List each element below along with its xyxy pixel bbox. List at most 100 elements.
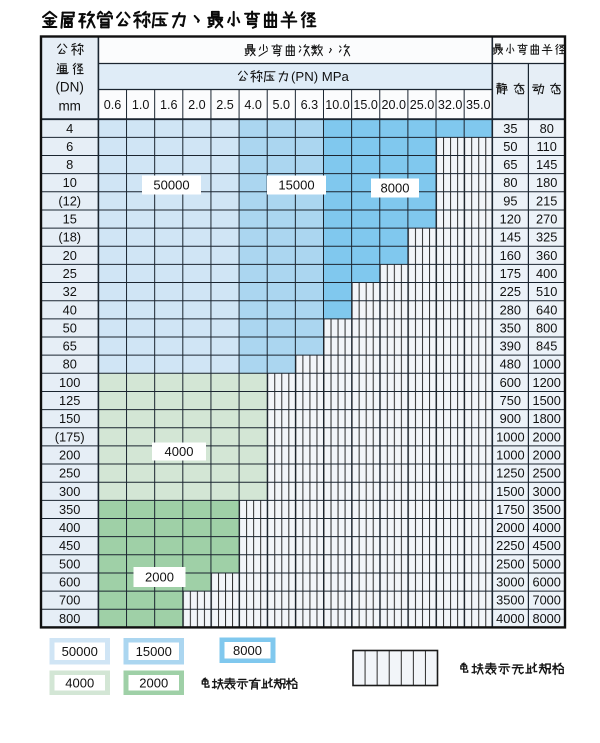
svg-text:7000: 7000: [532, 593, 560, 608]
svg-text:0.6: 0.6: [104, 98, 122, 112]
svg-text:1.0: 1.0: [132, 98, 150, 112]
svg-text:8000: 8000: [381, 181, 410, 196]
svg-text:110: 110: [536, 139, 556, 154]
svg-text:(12): (12): [58, 193, 81, 208]
svg-text:15.0: 15.0: [353, 98, 378, 112]
svg-text:32.0: 32.0: [438, 98, 463, 112]
svg-text:845: 845: [536, 339, 557, 354]
svg-text:80: 80: [540, 121, 554, 136]
svg-text:215: 215: [536, 193, 557, 208]
svg-text:20.0: 20.0: [382, 98, 407, 112]
svg-text:8000: 8000: [532, 611, 560, 626]
svg-text:80: 80: [63, 357, 77, 372]
svg-text:450: 450: [59, 538, 80, 553]
svg-text:4500: 4500: [532, 538, 560, 553]
svg-text:15000: 15000: [136, 644, 172, 659]
svg-text:2000: 2000: [145, 570, 174, 585]
svg-text:15000: 15000: [278, 178, 314, 193]
svg-text:2500: 2500: [496, 556, 524, 571]
svg-text:360: 360: [536, 248, 557, 263]
svg-text:1750: 1750: [496, 502, 524, 517]
svg-text:400: 400: [59, 520, 80, 535]
svg-text:270: 270: [536, 212, 557, 227]
svg-text:750: 750: [500, 393, 521, 408]
svg-text:1000: 1000: [532, 357, 560, 372]
svg-text:400: 400: [536, 266, 557, 281]
svg-text:10: 10: [63, 175, 77, 190]
svg-text:600: 600: [59, 575, 80, 590]
svg-text:800: 800: [59, 611, 80, 626]
svg-text:3500: 3500: [496, 593, 524, 608]
svg-text:900: 900: [500, 411, 521, 426]
svg-text:mm: mm: [58, 99, 81, 114]
svg-text:120: 120: [500, 212, 521, 227]
svg-text:20: 20: [63, 248, 77, 263]
svg-text:175: 175: [500, 266, 521, 281]
svg-text:50000: 50000: [153, 178, 189, 193]
svg-text:325: 325: [536, 230, 557, 245]
svg-text:500: 500: [59, 556, 80, 571]
svg-text:(175): (175): [55, 429, 85, 444]
svg-text:(DN): (DN): [55, 80, 84, 95]
svg-text:510: 510: [536, 284, 557, 299]
svg-text:15: 15: [63, 212, 77, 227]
svg-text:300: 300: [59, 484, 80, 499]
svg-text:1500: 1500: [532, 393, 560, 408]
svg-text:2500: 2500: [532, 466, 560, 481]
svg-text:50000: 50000: [62, 644, 98, 659]
svg-text:(18): (18): [58, 230, 81, 245]
svg-text:150: 150: [59, 411, 80, 426]
svg-text:1800: 1800: [532, 411, 560, 426]
svg-text:3500: 3500: [532, 502, 560, 517]
svg-text:390: 390: [500, 339, 521, 354]
svg-text:4000: 4000: [532, 520, 560, 535]
svg-text:6: 6: [66, 139, 73, 154]
svg-text:25.0: 25.0: [410, 98, 435, 112]
svg-text:25: 25: [63, 266, 77, 281]
svg-text:4000: 4000: [165, 444, 194, 459]
svg-text:2.0: 2.0: [188, 98, 206, 112]
svg-text:2250: 2250: [496, 538, 524, 553]
svg-text:180: 180: [536, 175, 557, 190]
svg-text:6.3: 6.3: [301, 98, 319, 112]
svg-text:1500: 1500: [496, 484, 524, 499]
svg-text:4: 4: [66, 121, 73, 136]
svg-text:2000: 2000: [532, 429, 560, 444]
svg-text:2.5: 2.5: [216, 98, 234, 112]
svg-text:800: 800: [536, 320, 557, 335]
svg-text:8000: 8000: [233, 643, 262, 658]
svg-text:50: 50: [503, 139, 517, 154]
svg-text:10.0: 10.0: [325, 98, 350, 112]
svg-text:225: 225: [500, 284, 521, 299]
svg-text:65: 65: [503, 157, 517, 172]
svg-text:250: 250: [59, 466, 80, 481]
svg-text:3000: 3000: [496, 575, 524, 590]
svg-text:350: 350: [500, 320, 521, 335]
svg-text:5.0: 5.0: [273, 98, 291, 112]
svg-text:65: 65: [63, 339, 77, 354]
svg-text:640: 640: [536, 302, 557, 317]
svg-text:2000: 2000: [496, 520, 524, 535]
svg-text:350: 350: [59, 502, 80, 517]
svg-text:4.0: 4.0: [244, 98, 262, 112]
svg-text:200: 200: [59, 447, 80, 462]
svg-text:5000: 5000: [532, 556, 560, 571]
svg-text:480: 480: [500, 357, 521, 372]
svg-text:50: 50: [63, 320, 77, 335]
svg-text:125: 125: [59, 393, 80, 408]
svg-text:1.6: 1.6: [160, 98, 178, 112]
svg-text:4000: 4000: [496, 611, 524, 626]
svg-text:145: 145: [536, 157, 557, 172]
svg-text:35: 35: [503, 121, 517, 136]
svg-text:280: 280: [500, 302, 521, 317]
svg-text:2000: 2000: [532, 447, 560, 462]
svg-text:32: 32: [63, 284, 77, 299]
svg-text:35.0: 35.0: [466, 98, 491, 112]
svg-text:145: 145: [500, 230, 521, 245]
svg-text:(PN) MPa: (PN) MPa: [291, 69, 350, 84]
svg-text:3000: 3000: [532, 484, 560, 499]
svg-text:100: 100: [59, 375, 80, 390]
svg-text:6000: 6000: [532, 575, 560, 590]
svg-text:40: 40: [63, 302, 77, 317]
svg-text:95: 95: [503, 193, 517, 208]
